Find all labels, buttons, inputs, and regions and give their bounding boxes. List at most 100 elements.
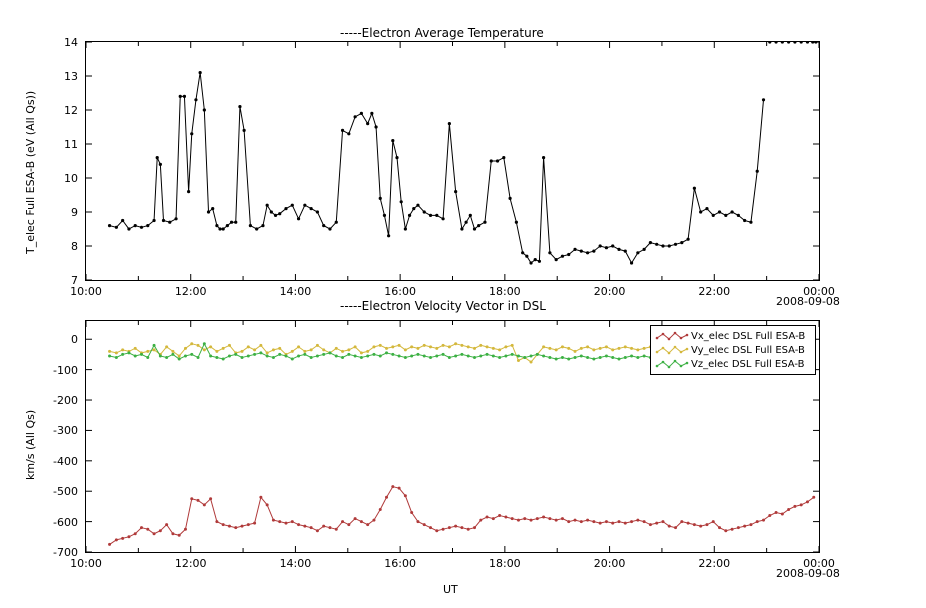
series-marker — [202, 108, 206, 112]
series-marker — [447, 526, 451, 530]
series-marker — [686, 521, 690, 525]
series-marker — [378, 343, 382, 347]
series-marker — [240, 355, 244, 359]
series-marker — [604, 345, 608, 349]
series-marker — [278, 352, 282, 356]
x-tick-label: 00:00 — [803, 557, 835, 570]
series-marker — [485, 515, 489, 519]
legend-item: Vz_elec DSL Full ESA-B — [655, 357, 811, 371]
series-marker — [171, 349, 175, 353]
series-marker — [227, 354, 231, 358]
series-marker — [309, 526, 313, 530]
series-marker — [447, 345, 451, 349]
y-tick-label: 14 — [64, 36, 78, 49]
series-marker — [177, 354, 181, 358]
series-marker — [114, 538, 118, 542]
series-marker — [387, 234, 391, 238]
series-marker — [521, 251, 525, 255]
series-marker — [617, 357, 621, 361]
series-marker — [372, 518, 376, 522]
series-marker — [341, 520, 345, 524]
series-marker — [315, 210, 320, 214]
series-marker — [510, 352, 514, 356]
series-marker — [133, 224, 137, 228]
series-marker — [560, 517, 564, 521]
series-marker — [466, 354, 470, 358]
series-marker — [353, 115, 357, 119]
series-marker — [554, 348, 558, 352]
series-marker — [479, 518, 483, 522]
series-marker — [416, 346, 420, 350]
series-marker — [202, 342, 206, 346]
series-marker — [535, 517, 539, 521]
series-line — [109, 72, 764, 265]
series-marker — [680, 241, 684, 245]
series-marker — [579, 346, 583, 350]
series-marker — [560, 355, 564, 359]
series-marker — [359, 351, 363, 355]
series-marker — [240, 524, 244, 528]
series-marker — [334, 220, 338, 224]
series-marker — [158, 354, 162, 358]
series-marker — [724, 529, 728, 533]
series-marker — [793, 42, 797, 44]
series-marker — [353, 345, 357, 349]
series-marker — [542, 515, 546, 519]
series-marker — [303, 524, 307, 528]
series-marker — [680, 520, 684, 524]
series-marker — [805, 42, 810, 44]
legend-label: Vx_elec DSL Full ESA-B — [691, 330, 806, 342]
x-tick-label: 18:00 — [488, 557, 521, 570]
series-marker — [382, 213, 387, 217]
series-marker — [165, 523, 169, 527]
series-marker — [303, 349, 307, 353]
series-marker — [504, 515, 508, 519]
series-marker — [617, 520, 621, 524]
series-marker — [412, 207, 416, 211]
series-marker — [598, 355, 602, 359]
series-marker — [554, 258, 558, 262]
series-marker — [699, 210, 703, 214]
series-marker — [573, 355, 577, 359]
series-marker — [516, 518, 520, 522]
series-marker — [592, 348, 596, 352]
series-marker — [429, 355, 433, 359]
series-marker — [334, 346, 338, 350]
series-marker — [560, 345, 564, 349]
series-marker — [787, 42, 791, 44]
y-tick-label: -100 — [53, 363, 78, 377]
series-marker — [812, 495, 816, 499]
series-marker — [403, 348, 407, 352]
series-marker — [196, 498, 200, 502]
series-marker — [133, 532, 137, 536]
series-marker — [814, 42, 818, 44]
series-marker — [642, 247, 646, 251]
series-marker — [284, 354, 288, 358]
series-marker — [711, 213, 715, 217]
series-marker — [328, 351, 332, 355]
series-marker — [309, 207, 313, 211]
series-marker — [253, 521, 257, 525]
series-marker — [271, 355, 275, 359]
series-marker — [736, 213, 740, 217]
x-tick-label: 20:00 — [593, 557, 626, 570]
series-marker — [516, 359, 520, 363]
series-marker — [479, 354, 483, 358]
series-marker — [514, 220, 518, 224]
series-marker — [604, 246, 609, 250]
series-marker — [495, 159, 500, 163]
series-marker — [533, 258, 537, 262]
series-marker — [485, 352, 489, 356]
series-marker — [121, 218, 125, 223]
series-marker — [391, 139, 395, 143]
series-marker — [190, 132, 194, 136]
series-marker — [567, 252, 571, 257]
series-marker — [630, 346, 634, 350]
series-marker — [121, 536, 125, 540]
series-marker — [152, 532, 156, 536]
series-marker — [347, 523, 351, 527]
series-marker — [168, 220, 172, 224]
series-marker — [359, 355, 363, 359]
series-marker — [209, 354, 213, 358]
series-marker — [284, 207, 288, 211]
